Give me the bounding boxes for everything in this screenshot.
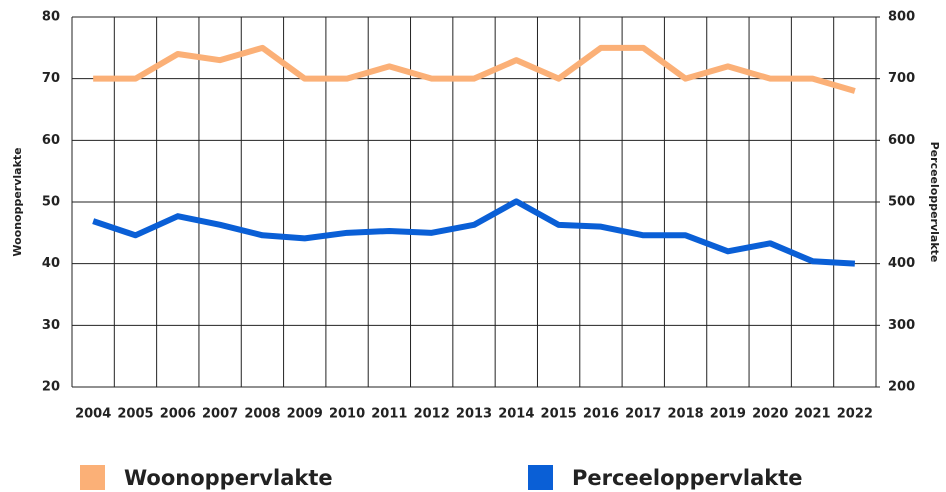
y2-tick-label: 700 bbox=[888, 71, 915, 86]
series-line bbox=[93, 44, 856, 94]
x-tick-label: 2004 bbox=[75, 407, 111, 422]
y2-tick-label: 300 bbox=[888, 318, 915, 333]
y2-tick-label: 500 bbox=[888, 195, 915, 210]
y-tick-label: 70 bbox=[42, 71, 60, 86]
x-tick-label: 2014 bbox=[498, 407, 534, 422]
legend-swatch bbox=[528, 465, 553, 490]
x-tick-label: 2013 bbox=[456, 407, 492, 422]
x-tick-label: 2017 bbox=[625, 407, 661, 422]
y-tick-label: 80 bbox=[42, 10, 60, 25]
x-tick-label: 2021 bbox=[794, 407, 830, 422]
y-tick-label: 50 bbox=[42, 195, 60, 210]
legend-swatch bbox=[80, 465, 105, 490]
x-tick-label: 2020 bbox=[752, 407, 788, 422]
x-tick-label: 2018 bbox=[667, 407, 703, 422]
x-tick-label: 2019 bbox=[710, 407, 746, 422]
y-axis-label: Woonoppervlakte bbox=[11, 147, 24, 256]
y-tick-label: 60 bbox=[42, 133, 60, 148]
y2-axis-label: Perceeloppervlakte bbox=[928, 142, 941, 263]
y-tick-label: 40 bbox=[42, 256, 60, 271]
legend-label: Perceeloppervlakte bbox=[572, 466, 803, 490]
x-tick-label: 2007 bbox=[202, 407, 238, 422]
series-line bbox=[92, 198, 856, 267]
x-tick-label: 2006 bbox=[160, 407, 196, 422]
y2-tick-label: 800 bbox=[888, 10, 915, 25]
x-tick-label: 2010 bbox=[329, 407, 365, 422]
y-tick-label: 30 bbox=[42, 318, 60, 333]
x-tick-label: 2012 bbox=[414, 407, 450, 422]
y2-tick-label: 200 bbox=[888, 380, 915, 395]
legend-label: Woonoppervlakte bbox=[124, 466, 333, 490]
x-tick-label: 2022 bbox=[837, 407, 873, 422]
y-tick-label: 20 bbox=[42, 380, 60, 395]
x-tick-label: 2015 bbox=[541, 407, 577, 422]
x-tick-label: 2008 bbox=[244, 407, 280, 422]
x-tick-label: 2005 bbox=[117, 407, 153, 422]
y2-tick-label: 600 bbox=[888, 133, 915, 148]
y2-tick-label: 400 bbox=[888, 256, 915, 271]
x-tick-label: 2016 bbox=[583, 407, 619, 422]
x-tick-label: 2009 bbox=[287, 407, 323, 422]
x-tick-label: 2011 bbox=[371, 407, 407, 422]
